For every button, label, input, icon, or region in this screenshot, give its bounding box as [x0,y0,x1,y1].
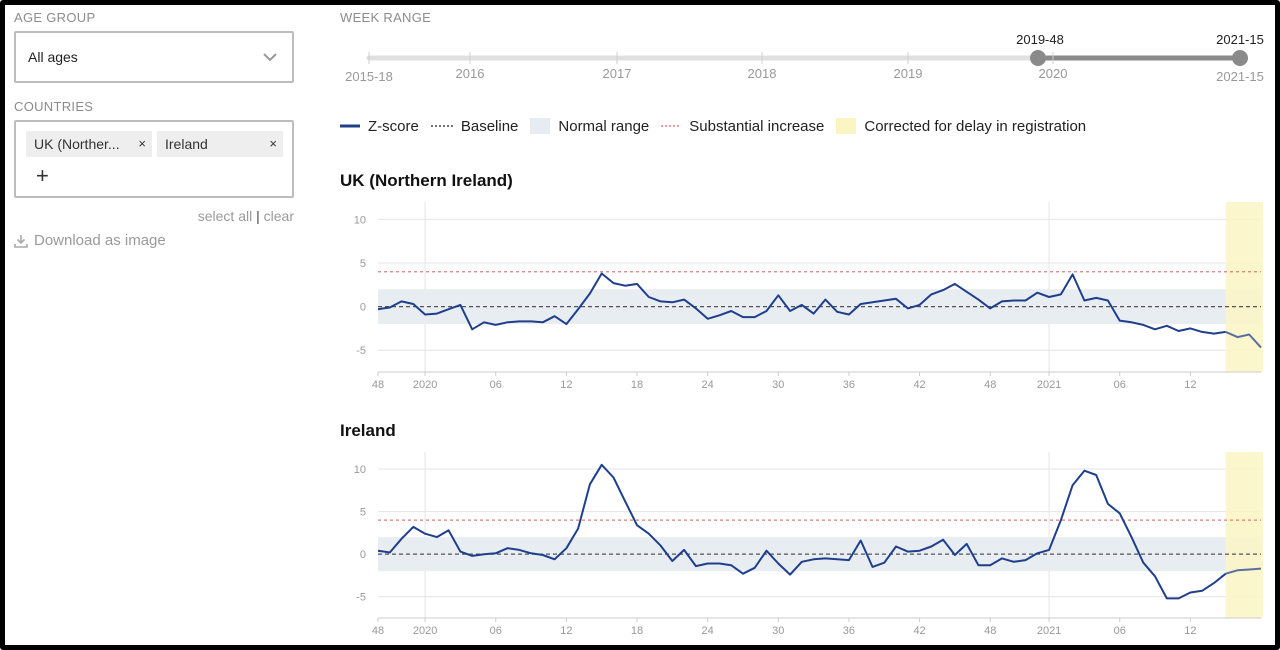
corrected-region [1225,452,1263,618]
sidebar: AGE GROUP All ages COUNTRIES UK (Norther… [14,10,296,249]
y-tick-label: 10 [354,464,366,476]
x-tick-label: 30 [772,379,784,391]
x-tick-label: 48 [984,379,996,391]
chart-title-ireland: Ireland [340,421,396,440]
legend-label: Normal range [558,117,650,135]
chart-uk-northern-ireland: 10 5 0 -5 48 2020 06 12 18 24 30 36 42 48 2021 06 12 [354,202,1263,391]
x-tick-label: 12 [1184,625,1196,637]
x-tick-label: 2021 [1037,625,1061,637]
download-button[interactable]: Download as image [14,232,296,249]
clear-link[interactable]: clear [263,208,294,224]
country-chip-ireland: Ireland × [157,131,283,157]
legend-line-swatch [340,124,360,128]
age-group-select[interactable]: All ages [14,31,294,83]
y-tick-label: -5 [356,345,366,357]
x-tick-label: 36 [843,625,855,637]
chart-title-uk-northern-ireland: UK (Northern Ireland) [340,171,513,190]
x-tick-label: 2020 [413,625,437,637]
x-tick-label: 30 [772,625,784,637]
separator: | [256,208,260,224]
x-tick-label: 36 [843,379,855,391]
legend-label: Baseline [460,117,519,135]
selected-start-label: 2019-48 [1016,32,1064,47]
slider-end-handle[interactable] [1232,50,1248,66]
x-tick-label: 24 [702,625,714,637]
countries-multiselect[interactable]: UK (Norther... × Ireland × + [14,120,294,198]
selected-end-label: 2021-15 [1216,32,1264,47]
country-chip-uk-northern-ireland: UK (Norther... × [26,131,152,157]
week-range-label: WEEK RANGE [340,10,432,25]
y-tick-label: 10 [354,214,366,226]
x-tick-label: 48 [984,625,996,637]
chevron-down-icon [263,53,277,62]
legend-substantial-increase: Substantial increase [661,118,824,135]
x-tick-label: 2020 [413,379,437,391]
corrected-region [1225,202,1263,372]
week-range-slider[interactable]: 2015-18 2016 2017 2018 2019 2020 2021-15… [330,26,1275,90]
countries-label: COUNTRIES [14,99,94,114]
chip-label: Ireland [165,136,208,152]
legend-label: Substantial increase [689,117,825,135]
chip-label: UK (Norther... [34,136,120,152]
x-tick-label: 42 [913,625,925,637]
chart-ireland: 10 5 0 -5 48 2020 06 12 18 24 30 36 42 48 2021 06 12 [354,452,1263,637]
x-tick-label: 48 [372,379,384,391]
age-group-value: All ages [28,49,78,65]
legend-label: Z-score [368,117,419,135]
legend-dotted-swatch [430,125,453,127]
legend-yellow-swatch [836,118,857,134]
legend-normal-range: Normal range [530,118,649,135]
x-tick-label: 2021 [1037,379,1061,391]
legend-band-swatch [530,118,551,134]
x-tick-label: 48 [372,625,384,637]
legend-label: Corrected for delay in registration [864,117,1087,135]
year-label: 2017 [603,66,632,81]
x-tick-label: 12 [560,625,572,637]
year-label: 2016 [456,66,485,81]
year-label: 2019 [894,66,923,81]
selection-links: select all | clear [14,208,294,224]
download-label: Download as image [34,232,166,249]
zscore-line-corrected [1225,567,1262,575]
x-tick-label: 18 [631,379,643,391]
slider-start-handle[interactable] [1030,50,1046,66]
x-tick-label: 12 [560,379,572,391]
age-group-label: AGE GROUP [14,10,96,25]
x-tick-label: 06 [1114,379,1126,391]
year-label: 2021-15 [1216,69,1264,84]
x-tick-label: 06 [490,625,502,637]
zscore-line-corrected [1225,330,1262,349]
x-tick-label: 06 [1114,625,1126,637]
y-tick-label: 0 [360,302,366,314]
x-tick-label: 12 [1184,379,1196,391]
legend-zscore: Z-score [340,118,419,135]
x-tick-label: 24 [702,379,714,391]
add-country-button[interactable]: + [36,163,49,188]
download-icon [14,234,28,248]
y-tick-label: 0 [360,549,366,561]
x-tick-label: 42 [913,379,925,391]
remove-chip-icon[interactable]: × [269,136,277,151]
legend-baseline: Baseline [430,117,519,135]
x-tick-label: 18 [631,625,643,637]
select-all-link[interactable]: select all [197,208,253,224]
legend-red-dotted-swatch [661,125,682,127]
zscore-line [377,272,1226,335]
year-label: 2015-18 [345,69,393,84]
remove-chip-icon[interactable]: × [138,136,146,151]
y-tick-label: -5 [356,592,366,604]
chart-legend: Z-score Baseline Normal range Substantia… [340,115,1098,137]
y-tick-label: 5 [360,258,366,270]
legend-corrected: Corrected for delay in registration [836,118,1086,135]
zscore-line [377,463,1227,600]
year-label: 2020 [1039,66,1068,81]
y-tick-label: 5 [360,507,366,519]
x-tick-label: 06 [490,379,502,391]
year-label: 2018 [748,66,777,81]
